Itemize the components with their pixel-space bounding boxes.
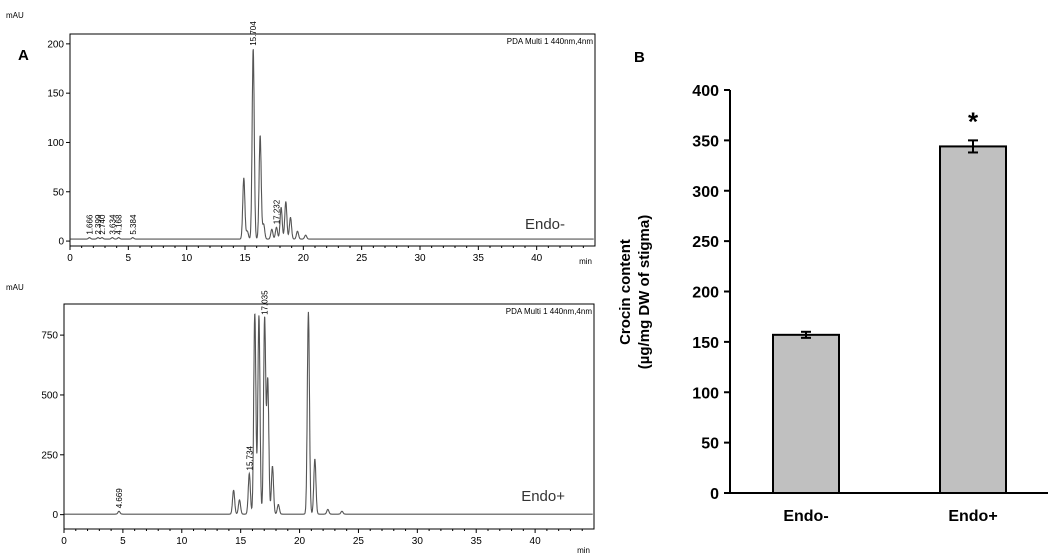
panel-label-b: B [634,49,645,66]
y-tick-label: 250 [692,234,719,251]
x-tick-label: 35 [471,536,483,547]
category-label: Endo+ [948,508,997,525]
category-label: Endo- [783,508,828,525]
x-unit-label: min [577,546,590,555]
x-tick-label: 5 [120,536,126,547]
y-tick-label: 100 [47,138,64,149]
y-axis-title: Crocin content (µg/mg DW of stigma) [617,215,653,369]
y-tick-label: 50 [701,436,719,453]
x-tick-label: 30 [412,536,424,547]
y-tick-label: 100 [692,385,719,402]
y-tick-label: 0 [52,510,58,521]
crocin-bar-chart: B Crocin content (µg/mg DW of stigma) 0 5… [617,49,1048,525]
y-ticks: 0 250 500 750 [41,331,64,521]
y-tick-label: 750 [41,331,58,342]
x-tick-label: 0 [61,536,67,547]
significance-marker: * [968,106,979,136]
y-tick-label: 300 [692,184,719,201]
chromatogram-endo-minus: mAU A PDA Multi 1 440nm,4nm Endo- min 0 5… [6,11,596,266]
peak-label: 17.232 [273,199,282,224]
x-tick-label: 10 [181,253,193,264]
peak-label: 2.740 [98,214,107,235]
y-tick-label: 350 [692,133,719,150]
x-tick-label: 15 [235,536,247,547]
x-tick-label: 20 [294,536,306,547]
y-axis-title-line1: Crocin content [617,239,634,345]
chromatogram-trace [64,311,593,515]
x-tick-label: 40 [531,253,543,264]
x-tick-label: 15 [239,253,251,264]
x-tick-label: 10 [176,536,188,547]
panel-label-a: A [18,47,29,64]
plot-frame [63,303,595,530]
peak-label: 4.669 [115,488,124,509]
peak-label: 5.384 [129,214,138,235]
sample-label: Endo+ [521,488,565,505]
x-tick-label: 25 [353,536,365,547]
x-tick-label: 20 [298,253,310,264]
peak-label: 2.399 [94,214,103,235]
y-ticks: 0 50 100 150 200 [47,39,70,248]
y-unit-label: mAU [6,283,24,292]
x-ticks: 0 5 10 15 20 25 30 35 40 [67,246,584,264]
x-ticks: 0 5 10 15 20 25 30 35 40 [61,529,583,547]
y-tick-label: 200 [47,39,64,50]
bar-endo [772,333,840,495]
x-tick-label: 35 [473,253,485,264]
plot-frame [69,33,596,247]
y-tick-label: 200 [692,285,719,302]
peak-label: 15.704 [249,21,258,46]
y-tick-label: 500 [41,390,58,401]
x-tick-label: 25 [356,253,368,264]
chromatogram-trace [70,49,594,240]
category-labels: Endo- Endo+ [783,508,997,525]
y-tick-label: 0 [710,486,719,503]
detector-label: PDA Multi 1 440nm,4nm [506,307,593,316]
peak-label: 1.666 [85,214,94,235]
peak-labels: 4.669 15.734 17.035 [115,290,270,508]
y-tick-label: 50 [53,187,65,198]
y-tick-label: 400 [692,83,719,100]
y-tick-label: 150 [692,335,719,352]
x-tick-label: 40 [530,536,542,547]
x-tick-label: 0 [67,253,73,264]
detector-label: PDA Multi 1 440nm,4nm [507,37,594,46]
y-unit-label: mAU [6,11,24,20]
y-axis-title-line2: (µg/mg DW of stigma) [636,215,653,369]
x-unit-label: min [579,257,592,266]
y-tick-label: 0 [58,237,64,248]
bar-endo [939,145,1007,494]
x-tick-label: 5 [126,253,132,264]
peak-label: 17.035 [261,290,270,315]
sample-label: Endo- [525,216,565,233]
peak-label: 15.734 [245,445,254,470]
bars: * [772,106,1007,495]
x-tick-label: 30 [414,253,426,264]
peak-label: 4.168 [115,214,124,235]
y-tick-label: 150 [47,89,64,100]
y-ticks: 0 50 100 150 200 250 300 350 400 [692,83,730,503]
peak-label: 3.634 [108,214,117,235]
chromatogram-endo-plus: mAU PDA Multi 1 440nm,4nm Endo+ min 0250… [6,283,595,555]
y-tick-label: 250 [41,450,58,461]
